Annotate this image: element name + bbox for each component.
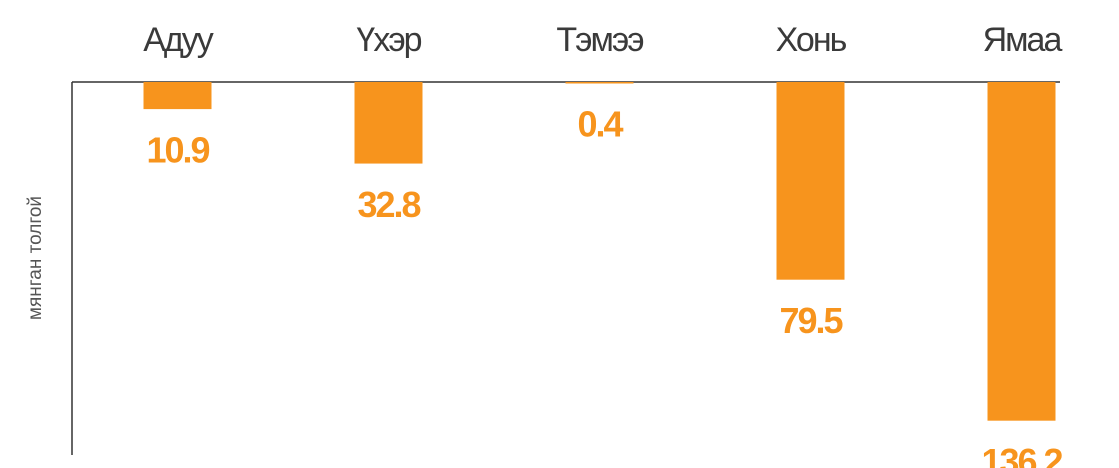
data-label: 0.4 xyxy=(577,104,623,145)
bar xyxy=(565,82,634,84)
data-label: 10.9 xyxy=(146,130,209,171)
bar xyxy=(776,82,845,280)
x-tick-label: Ямаа xyxy=(983,21,1063,59)
x-tick-label: Тэмээ xyxy=(556,21,643,59)
data-label: 79.5 xyxy=(779,300,843,341)
y-axis-label: мянган толгой xyxy=(25,196,46,320)
x-tick-label: Хонь xyxy=(776,21,847,59)
x-tick-label: Үхэр xyxy=(356,21,421,59)
bar xyxy=(987,82,1056,421)
data-label: 136.2 xyxy=(981,441,1062,468)
x-tick-label: Адуу xyxy=(143,21,214,59)
bar xyxy=(143,82,212,110)
data-label: 32.8 xyxy=(357,184,420,225)
bar xyxy=(354,82,423,164)
